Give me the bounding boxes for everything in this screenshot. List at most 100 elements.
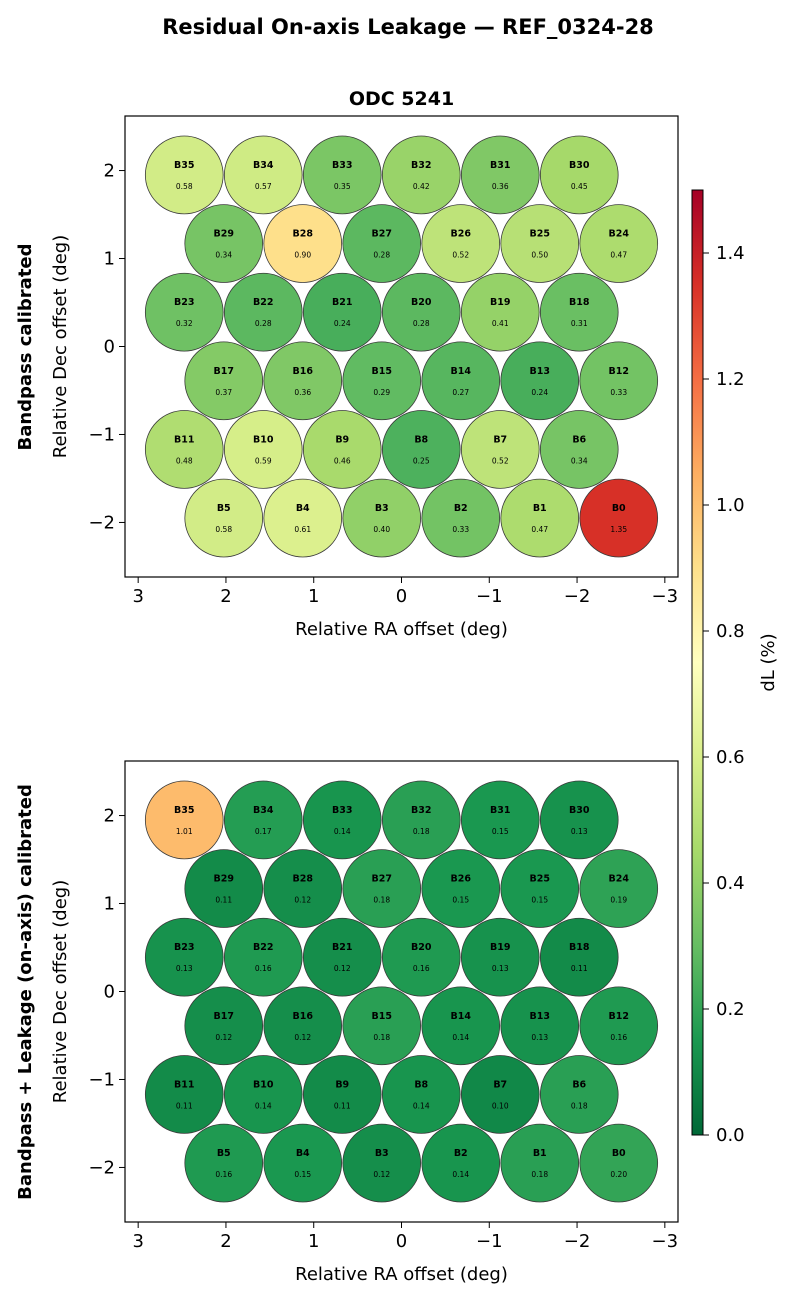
beam-circle — [539, 410, 619, 489]
beam-value-label: 0.42 — [413, 182, 430, 191]
beam-name: B17 — [214, 1011, 234, 1022]
beam-name: B27 — [372, 874, 392, 885]
beam-circle — [342, 986, 422, 1066]
x-tick-label: 3 — [132, 586, 143, 607]
beam-value-label: 0.16 — [610, 1033, 627, 1042]
beam-circle — [500, 849, 580, 928]
beam-value-label: 0.17 — [255, 827, 272, 836]
beam-name: B2 — [454, 1148, 468, 1159]
beam-value-label: 0.15 — [492, 827, 509, 836]
beam-name: B16 — [293, 366, 314, 377]
beam-marker: B9 0.46 — [302, 410, 382, 489]
beam-marker: B10 0.14 — [223, 1055, 303, 1134]
beam-marker: B11 0.11 — [144, 1055, 224, 1134]
colorbar-tick-label: 1.2 — [716, 369, 745, 390]
beam-circle — [460, 410, 540, 489]
beam-value-label: 0.27 — [452, 388, 469, 397]
beam-name: B26 — [451, 229, 472, 240]
beam-marker: B27 0.28 — [342, 204, 422, 283]
beam-circle — [144, 917, 224, 997]
beam-value-label: 0.41 — [492, 319, 509, 328]
beam-marker: B7 0.10 — [460, 1055, 540, 1134]
beam-name: B30 — [569, 805, 590, 816]
beam-value-label: 0.11 — [571, 964, 588, 973]
beam-marker: B11 0.48 — [144, 410, 224, 489]
beam-name: B30 — [569, 160, 590, 171]
beam-value-label: 0.45 — [571, 182, 588, 191]
beam-value-label: 0.48 — [176, 456, 193, 465]
x-tick-label: 2 — [220, 1231, 231, 1252]
beam-marker: B24 0.47 — [579, 204, 659, 283]
beam-value-label: 0.18 — [571, 1101, 588, 1110]
panel-bandpass-leakage-calibrated: B351.01B340.17B330.14B320.18B310.15B300.… — [15, 760, 679, 1285]
beam-value-label: 0.46 — [334, 456, 351, 465]
beam-marker: B3 0.40 — [342, 478, 422, 558]
beam-value-label: 0.11 — [334, 1101, 351, 1110]
beam-marker: B8 0.25 — [381, 410, 461, 489]
beam-value-label: 0.18 — [373, 896, 390, 905]
beam-circle — [263, 986, 343, 1066]
beam-circle — [381, 135, 461, 215]
beam-marker: B2 0.33 — [421, 478, 501, 558]
beam-circle — [381, 917, 461, 997]
beam-name: B6 — [572, 1079, 586, 1090]
beam-marker: B1 0.18 — [500, 1123, 580, 1203]
beam-circle — [302, 135, 382, 215]
beam-name: B29 — [214, 874, 234, 885]
beam-circle — [500, 341, 580, 421]
beam-name: B3 — [375, 1148, 389, 1159]
beam-name: B29 — [214, 229, 234, 240]
beam-value-label: 0.12 — [334, 964, 351, 973]
x-tick-label: 0 — [396, 1231, 407, 1252]
beam-name: B12 — [609, 1011, 629, 1022]
beam-marker: B32 0.42 — [381, 135, 461, 215]
beam-value-label: 0.16 — [255, 964, 272, 973]
y-tick-label: −2 — [88, 512, 115, 533]
beam-value-label: 0.59 — [255, 456, 272, 465]
beam-marker: B26 0.52 — [421, 204, 501, 283]
beam-name: B14 — [451, 1011, 472, 1022]
beam-value-label: 0.11 — [215, 896, 232, 905]
beam-value-label: 0.12 — [215, 1033, 232, 1042]
beam-circle — [263, 204, 343, 283]
beam-circle — [460, 272, 540, 352]
beam-circle — [302, 410, 382, 489]
beam-circle — [144, 780, 224, 860]
beam-name: B16 — [293, 1011, 314, 1022]
beam-name: B23 — [174, 942, 194, 953]
beam-circle — [421, 849, 501, 928]
beam-marker: B31 0.15 — [460, 780, 540, 860]
beam-value-label: 0.57 — [255, 182, 272, 191]
beam-name: B35 — [174, 160, 194, 171]
beam-name: B28 — [293, 874, 314, 885]
beam-circle — [144, 410, 224, 489]
beam-value-label: 0.18 — [531, 1170, 548, 1179]
beam-marker: B12 0.16 — [579, 986, 659, 1066]
beam-marker: B0 0.20 — [579, 1123, 659, 1203]
beam-marker: B4 0.61 — [263, 478, 343, 558]
row-label: Bandpass calibrated — [15, 243, 36, 450]
colorbar-tick-label: 1.4 — [716, 243, 745, 264]
beam-value-label: 0.50 — [531, 251, 548, 260]
beam-marker: B33 0.14 — [302, 780, 382, 860]
beam-name: B0 — [612, 503, 626, 514]
beam-value-label: 1.01 — [176, 827, 193, 836]
beam-circle — [223, 1055, 303, 1134]
beam-marker: B30 0.13 — [539, 780, 619, 860]
beam-name: B18 — [569, 942, 590, 953]
x-tick-label: −1 — [476, 586, 503, 607]
beam-circle — [184, 341, 264, 421]
panel-bandpass-calibrated: B350.58B340.57B330.35B320.42B310.36B300.… — [15, 88, 679, 640]
beam-circle — [223, 917, 303, 997]
beam-value-label: 0.13 — [176, 964, 193, 973]
beam-name: B20 — [411, 942, 432, 953]
beam-marker: B13 0.24 — [500, 341, 580, 421]
beam-circle — [539, 780, 619, 860]
beam-marker: B18 0.11 — [539, 917, 619, 997]
beam-marker: B3 0.12 — [342, 1123, 422, 1203]
row-label: Bandpass + Leakage (on-axis) calibrated — [15, 784, 36, 1200]
beam-name: B18 — [569, 297, 590, 308]
beam-marker: B17 0.37 — [184, 341, 264, 421]
beam-value-label: 0.47 — [610, 251, 627, 260]
y-tick-label: 1 — [104, 249, 115, 270]
